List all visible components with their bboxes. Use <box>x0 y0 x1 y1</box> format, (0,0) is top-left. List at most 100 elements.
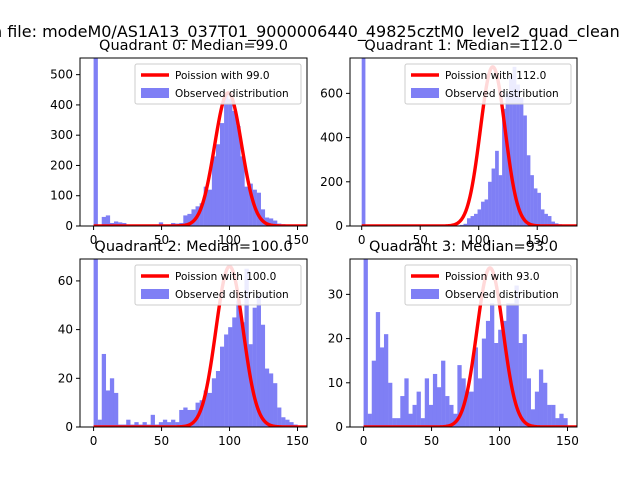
histogram-bar <box>232 317 237 427</box>
histogram-bar <box>432 373 438 427</box>
histogram-bar <box>236 126 241 226</box>
y-tick-label: 0 <box>65 420 73 434</box>
y-tick-label: 20 <box>58 371 73 385</box>
histogram-bar <box>113 221 119 226</box>
histogram-bar <box>207 189 213 226</box>
y-tick-label: 0 <box>65 219 73 233</box>
histogram-bar <box>289 422 294 427</box>
x-tick-label: 100 <box>218 233 241 247</box>
histogram-bar <box>134 422 139 427</box>
histogram-bar <box>420 418 425 427</box>
histogram-bar <box>491 168 496 226</box>
x-tick-label: 0 <box>90 233 98 247</box>
legend-line-label: Poission with 112.0 <box>445 70 546 82</box>
legend-box <box>134 264 302 306</box>
histogram-bar <box>518 343 523 427</box>
y-tick-label: 30 <box>328 287 343 301</box>
histogram-bar <box>490 303 495 427</box>
legend-bar-label: Observed distribution <box>175 88 289 100</box>
legend-box <box>404 63 572 105</box>
legend: Poission with 93.0 Observed distribution <box>404 264 572 306</box>
quadrant-panel-0: 0 50 100 150 0 100 200 300 400 500 Quadrant 0: Med… <box>50 38 309 247</box>
histogram-bar <box>474 213 478 226</box>
histogram-bar <box>494 343 499 427</box>
histogram-bar <box>207 392 213 427</box>
x-tick-label: 50 <box>154 233 169 247</box>
histogram-bar <box>158 422 164 427</box>
legend: Poission with 99.0 Observed distribution <box>134 63 302 105</box>
histogram-bar <box>436 387 442 427</box>
y-tick-label: 100 <box>50 189 73 203</box>
histogram-bar <box>126 419 131 427</box>
histogram-bar <box>211 156 217 226</box>
histogram-bar <box>273 220 278 226</box>
histogram-bar <box>441 360 446 427</box>
histogram-bar <box>240 156 245 226</box>
histogram-bar <box>526 378 531 427</box>
y-tick-label: 200 <box>320 175 343 189</box>
histogram-bar <box>260 324 266 427</box>
histogram-bar <box>183 215 188 226</box>
quadrant-panel-3: 0 50 100 150 0 10 20 30 Quadrant 3: Median=93.0 P… <box>328 239 579 448</box>
y-tick-label: 10 <box>328 376 343 390</box>
histogram-bar <box>516 84 520 226</box>
histogram-bar <box>530 175 534 226</box>
histogram-bar <box>526 155 531 226</box>
legend-bar-label: Observed distribution <box>445 88 559 100</box>
histogram-bar <box>175 422 180 427</box>
poisson-curve <box>92 91 307 226</box>
histogram-bar <box>220 123 225 226</box>
histogram-bar <box>273 383 278 427</box>
histogram-bar <box>523 115 527 226</box>
quadrant-panel-1: 0 50 100 150 0 200 400 600 Quadrant 1: Median=11… <box>320 38 578 247</box>
histogram-bar <box>495 150 499 226</box>
histogram-bar <box>118 222 123 226</box>
histogram-bar <box>551 404 556 427</box>
histogram-bar <box>93 58 98 226</box>
histogram-bar <box>260 209 266 226</box>
axes-frame <box>349 57 578 227</box>
y-tick-label: 60 <box>58 274 73 288</box>
histogram-bar <box>256 295 261 427</box>
histogram-bar <box>538 369 544 427</box>
histogram-bar <box>171 419 176 427</box>
histogram-bar <box>502 320 507 427</box>
histogram-bar <box>232 110 237 226</box>
histogram-bar <box>211 378 217 427</box>
legend-bar-label: Observed distribution <box>445 289 559 301</box>
histogram-bar <box>530 409 536 427</box>
histogram-bar <box>228 327 233 427</box>
x-tick-label: 50 <box>154 434 169 448</box>
histogram-bar <box>459 224 464 226</box>
histogram-bar <box>540 209 545 226</box>
y-tick-label: 400 <box>320 131 343 145</box>
histogram-bar <box>534 391 540 427</box>
x-tick-label: 100 <box>467 233 490 247</box>
y-tick-label: 0 <box>335 420 343 434</box>
legend-bar-swatch <box>411 88 439 98</box>
histogram-bar <box>236 300 241 427</box>
panel-title: Quadrant 3: Median=93.0 <box>369 239 558 255</box>
y-tick-label: 500 <box>50 68 73 82</box>
histogram-bar <box>485 320 491 427</box>
histogram-bar <box>543 382 548 427</box>
histogram-bar <box>244 186 249 226</box>
histogram-bar <box>522 334 527 427</box>
histogram-bar <box>191 409 196 427</box>
histogram-bar <box>470 216 475 226</box>
histogram-bar <box>268 373 274 427</box>
histogram-bar <box>105 390 111 427</box>
histogram-bar <box>150 414 155 427</box>
histogram-bar <box>215 371 221 427</box>
plot-area <box>92 259 307 427</box>
histogram-bar <box>367 413 372 427</box>
legend-bar-swatch <box>411 289 439 299</box>
histogram-bar <box>379 347 385 427</box>
histogram-bar <box>199 203 204 226</box>
x-tick-label: 0 <box>360 434 368 448</box>
histogram-bar <box>256 192 261 226</box>
histogram-bar <box>537 192 541 226</box>
panel-title: Quadrant 1: Median=112.0 <box>364 38 562 54</box>
histogram-bar <box>463 223 468 226</box>
x-tick-label: 0 <box>90 434 98 448</box>
